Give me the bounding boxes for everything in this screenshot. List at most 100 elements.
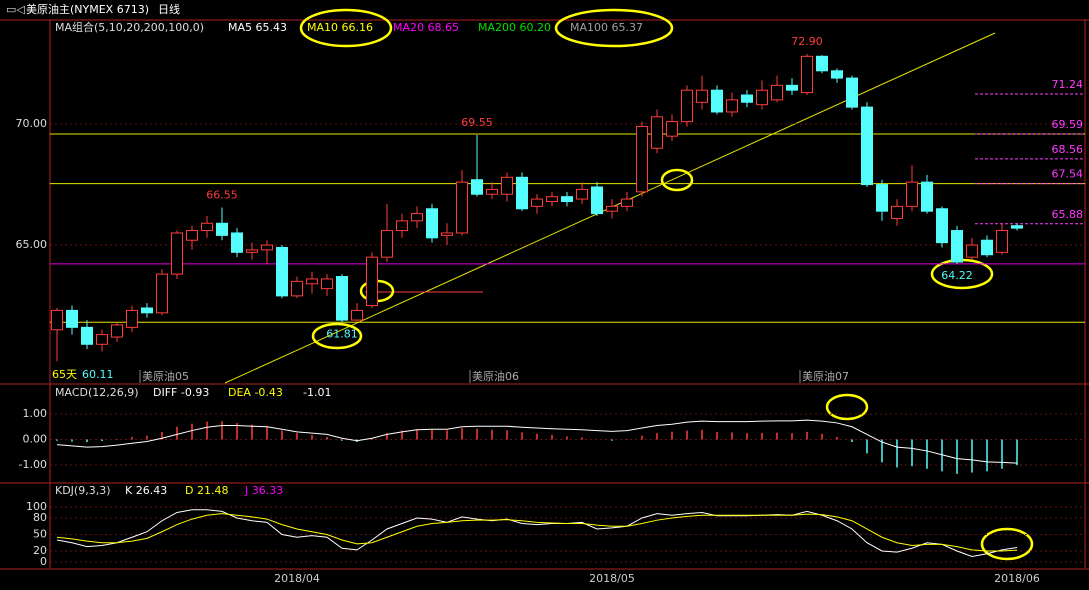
x-tick-label: 2018/05 <box>589 572 635 585</box>
candle-body <box>441 232 453 236</box>
candle-body <box>561 196 573 203</box>
price-annotation: 61.81 <box>326 327 358 340</box>
y-tick-label: 65.00 <box>16 238 48 251</box>
candle-body <box>366 256 378 307</box>
y-tick-label: 50 <box>33 527 47 540</box>
candle-body <box>906 181 918 207</box>
candle-body <box>426 208 438 239</box>
candle-body <box>471 179 483 195</box>
note: 65天 <box>52 368 77 381</box>
candle-body <box>516 176 528 210</box>
candle-body <box>381 230 393 258</box>
candle-body <box>126 309 138 328</box>
candle-body <box>411 213 423 222</box>
candle-body <box>681 89 693 123</box>
candle-body <box>81 326 93 345</box>
contract-label: 美原油05 <box>142 369 189 383</box>
candle-body <box>876 184 888 212</box>
legend-entry: -1.01 <box>303 386 331 399</box>
highlight-circle <box>980 527 1034 561</box>
level-label: 71.24 <box>1052 78 1084 91</box>
highlight-circle <box>825 393 869 421</box>
candle-body <box>171 232 183 275</box>
candle-body <box>711 89 723 113</box>
candle-body <box>51 309 63 331</box>
candle-body <box>966 244 978 258</box>
level-label: 69.59 <box>1052 118 1084 131</box>
candle-body <box>351 309 363 321</box>
y-tick-label: -1.00 <box>19 458 47 471</box>
candle-body <box>246 249 258 253</box>
price-annotation: 72.90 <box>791 35 823 48</box>
candle-body <box>936 208 948 244</box>
candle-body <box>231 232 243 253</box>
candle-body <box>726 99 738 113</box>
d-line <box>56 513 1018 552</box>
legend-entry: D 21.48 <box>185 484 228 497</box>
candle-body <box>741 94 753 103</box>
candle-body <box>816 55 828 72</box>
candle-body <box>66 309 78 328</box>
legend-title: MACD(12,26,9) <box>55 386 139 399</box>
contract-label: 美原油07 <box>802 369 849 383</box>
candle-body <box>261 244 273 251</box>
candle-body <box>891 205 903 219</box>
legend-title: KDJ(9,3,3) <box>55 484 111 497</box>
legend-entry: MA20 68.65 <box>393 21 459 34</box>
candle-body <box>831 70 843 79</box>
note: 60.11 <box>82 368 114 381</box>
instrument-title[interactable]: 美原油主(NYMEX 6713) <box>26 2 149 16</box>
contract-label: 美原油06 <box>472 369 519 383</box>
legend-entry: MA10 66.16 <box>307 21 373 34</box>
y-tick-label: 20 <box>33 544 47 557</box>
y-tick-label: 0.00 <box>23 432 48 445</box>
candle-body <box>861 106 873 186</box>
x-tick-label: 2018/06 <box>994 572 1040 585</box>
candle-body <box>771 84 783 101</box>
period[interactable]: 日线 <box>158 2 180 16</box>
candle-body <box>651 116 663 149</box>
y-tick-label: 1.00 <box>23 407 48 420</box>
candle-body <box>1011 225 1023 229</box>
legend-entry: J 36.33 <box>244 484 283 497</box>
legend-entry: DEA -0.43 <box>228 386 283 399</box>
legend-entry: MA100 65.37 <box>570 21 643 34</box>
candle-body <box>801 55 813 94</box>
candle-body <box>546 196 558 203</box>
highlight-circle <box>554 8 674 48</box>
candle-body <box>531 198 543 207</box>
candle-body <box>456 181 468 234</box>
y-tick-label: 100 <box>26 500 47 513</box>
y-tick-label: 80 <box>33 511 47 524</box>
candle-body <box>576 188 588 200</box>
candle-body <box>606 205 618 212</box>
candle-body <box>276 246 288 297</box>
candle-body <box>921 181 933 212</box>
candle-body <box>306 278 318 285</box>
level-label: 68.56 <box>1052 143 1084 156</box>
legend-entry: DIFF -0.93 <box>153 386 209 399</box>
candle-body <box>591 186 603 215</box>
highlight-circle <box>660 168 694 192</box>
candle-body <box>186 230 198 241</box>
candle-body <box>786 84 798 91</box>
highlight-circle <box>311 322 363 350</box>
collapse-icon[interactable]: ▭◁ <box>6 3 25 16</box>
candle-body <box>111 324 123 338</box>
y-tick-label: 70.00 <box>16 117 48 130</box>
price-annotation: 66.55 <box>206 189 238 202</box>
candle-body <box>621 198 633 207</box>
candle-body <box>396 220 408 232</box>
candle-body <box>336 276 348 321</box>
candle-body <box>636 125 648 193</box>
candle-body <box>216 222 228 236</box>
candle-body <box>96 334 108 345</box>
candle-body <box>666 121 678 137</box>
candle-body <box>696 89 708 103</box>
price-annotation: 64.22 <box>941 269 973 282</box>
y-tick-label: 0 <box>40 555 47 568</box>
legend-entry: MA200 60.20 <box>478 21 551 34</box>
level-label: 65.88 <box>1052 208 1084 221</box>
